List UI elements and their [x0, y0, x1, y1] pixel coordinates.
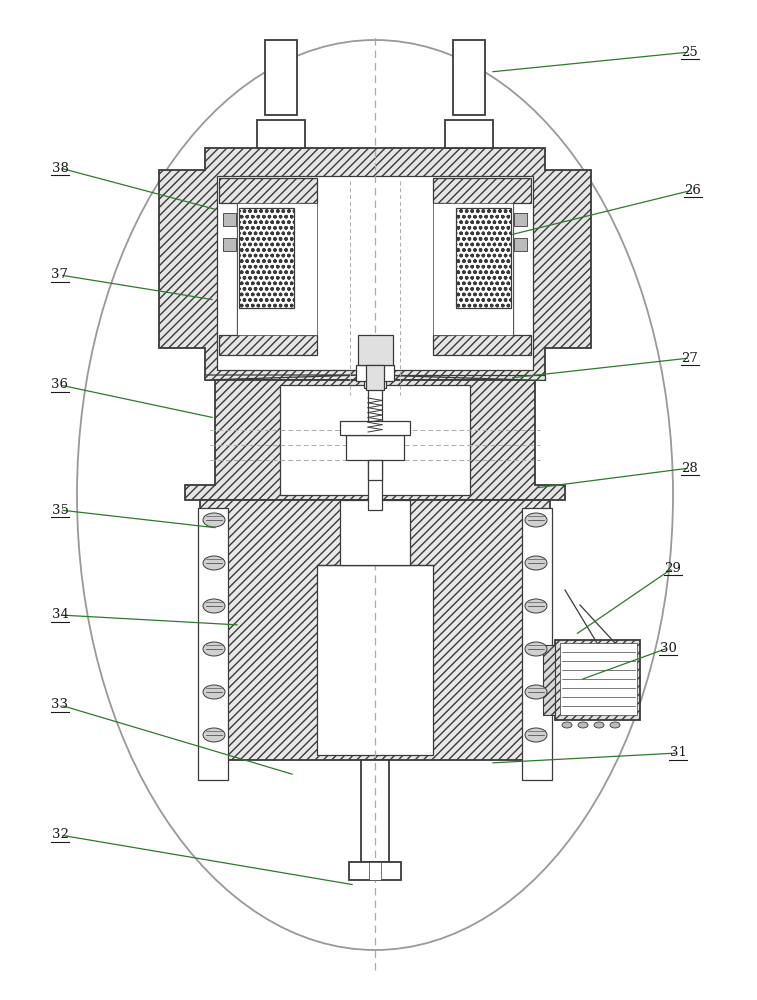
- Ellipse shape: [578, 722, 588, 728]
- Bar: [522, 508, 552, 780]
- Bar: [257, 120, 305, 148]
- Bar: [358, 335, 393, 365]
- Polygon shape: [185, 380, 565, 500]
- Ellipse shape: [203, 556, 225, 570]
- Ellipse shape: [594, 722, 604, 728]
- Ellipse shape: [525, 513, 547, 527]
- Text: 32: 32: [51, 828, 68, 842]
- Polygon shape: [205, 375, 363, 380]
- Polygon shape: [555, 640, 640, 720]
- Ellipse shape: [203, 685, 225, 699]
- Bar: [265, 40, 297, 115]
- Bar: [217, 176, 533, 370]
- Polygon shape: [219, 178, 317, 355]
- Bar: [514, 213, 527, 226]
- Bar: [456, 208, 511, 308]
- Ellipse shape: [203, 642, 225, 656]
- Bar: [514, 238, 527, 251]
- Ellipse shape: [203, 728, 225, 742]
- Ellipse shape: [525, 556, 547, 570]
- Bar: [453, 40, 485, 115]
- Ellipse shape: [525, 642, 547, 656]
- Text: 26: 26: [684, 184, 702, 196]
- Bar: [317, 565, 433, 755]
- Ellipse shape: [610, 722, 620, 728]
- Bar: [349, 862, 401, 880]
- Polygon shape: [433, 178, 531, 355]
- Ellipse shape: [203, 513, 225, 527]
- Bar: [346, 435, 404, 460]
- Bar: [198, 508, 228, 780]
- Bar: [361, 760, 389, 862]
- Bar: [543, 645, 555, 715]
- Bar: [433, 203, 513, 335]
- Bar: [340, 421, 410, 435]
- Text: 37: 37: [51, 268, 68, 282]
- Ellipse shape: [525, 685, 547, 699]
- Bar: [280, 385, 470, 495]
- Text: 38: 38: [51, 161, 68, 174]
- Ellipse shape: [525, 599, 547, 613]
- Bar: [366, 365, 384, 390]
- Text: 33: 33: [51, 698, 68, 712]
- Bar: [364, 365, 386, 388]
- Bar: [356, 365, 394, 381]
- Ellipse shape: [203, 599, 225, 613]
- Bar: [445, 120, 493, 148]
- Text: 28: 28: [681, 462, 699, 475]
- Bar: [368, 460, 382, 480]
- Text: 30: 30: [659, 642, 677, 654]
- Text: 34: 34: [51, 608, 68, 621]
- Polygon shape: [387, 375, 545, 380]
- Bar: [368, 385, 382, 510]
- Bar: [369, 862, 381, 880]
- Ellipse shape: [562, 722, 572, 728]
- Polygon shape: [159, 148, 591, 380]
- Ellipse shape: [525, 728, 547, 742]
- Bar: [223, 213, 236, 226]
- Text: 29: 29: [665, 562, 681, 574]
- Bar: [340, 500, 410, 565]
- Bar: [237, 203, 317, 335]
- Text: 35: 35: [51, 504, 68, 516]
- Text: 25: 25: [681, 45, 699, 58]
- Text: 31: 31: [669, 746, 687, 760]
- Bar: [239, 208, 294, 308]
- Bar: [560, 643, 637, 715]
- Text: 27: 27: [681, 352, 699, 364]
- Bar: [223, 238, 236, 251]
- Text: 36: 36: [51, 378, 68, 391]
- Polygon shape: [200, 500, 550, 760]
